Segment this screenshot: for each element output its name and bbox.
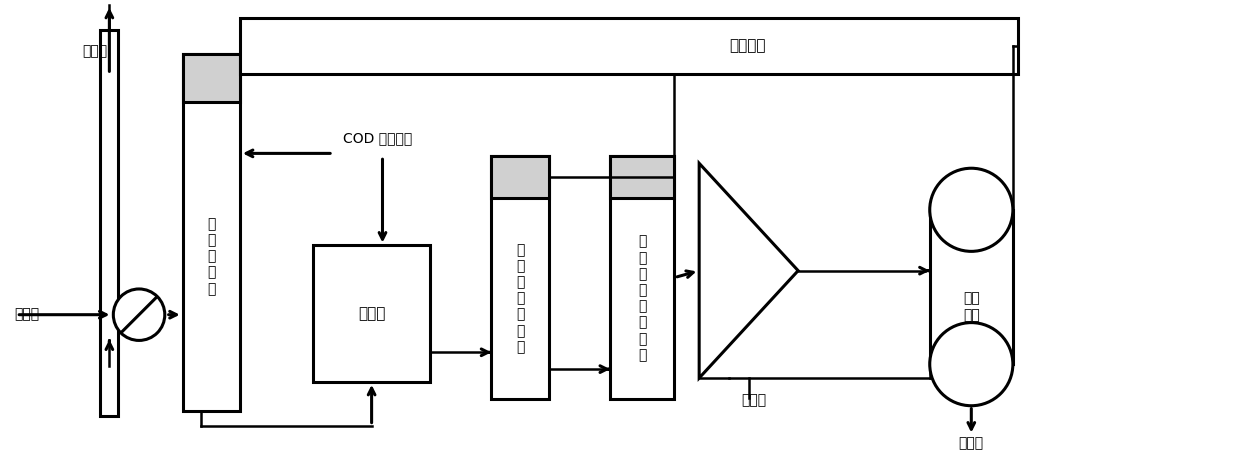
- Text: 沉降池: 沉降池: [742, 393, 766, 407]
- Circle shape: [113, 289, 165, 341]
- Bar: [491, 156, 549, 198]
- Text: 工艺废水: 工艺废水: [729, 38, 766, 54]
- Text: COD 有机废水: COD 有机废水: [343, 132, 412, 146]
- Bar: [610, 156, 675, 399]
- Text: 净烟气: 净烟气: [82, 45, 108, 59]
- Text: 二
级
生
物
硫
化
塔: 二 级 生 物 硫 化 塔: [516, 243, 525, 354]
- Bar: [930, 210, 1013, 364]
- Text: 调节池: 调节池: [358, 306, 386, 321]
- Bar: [314, 245, 430, 382]
- Text: 硫分
离器: 硫分 离器: [963, 292, 980, 322]
- Bar: [182, 55, 241, 102]
- Bar: [182, 55, 241, 411]
- Ellipse shape: [930, 322, 1013, 406]
- Text: 一
级
洗
脱
塔: 一 级 洗 脱 塔: [207, 217, 216, 296]
- Ellipse shape: [930, 168, 1013, 251]
- Bar: [930, 210, 1013, 364]
- Bar: [241, 18, 1018, 74]
- Bar: [610, 156, 675, 198]
- Text: 原烟气: 原烟气: [15, 308, 40, 322]
- Bar: [491, 156, 549, 399]
- Polygon shape: [699, 163, 799, 378]
- Text: 生
物
同
步
脱
硫
氮
塔: 生 物 同 步 脱 硫 氮 塔: [639, 235, 646, 362]
- Text: 单质硫: 单质硫: [959, 436, 983, 451]
- Bar: [100, 30, 118, 416]
